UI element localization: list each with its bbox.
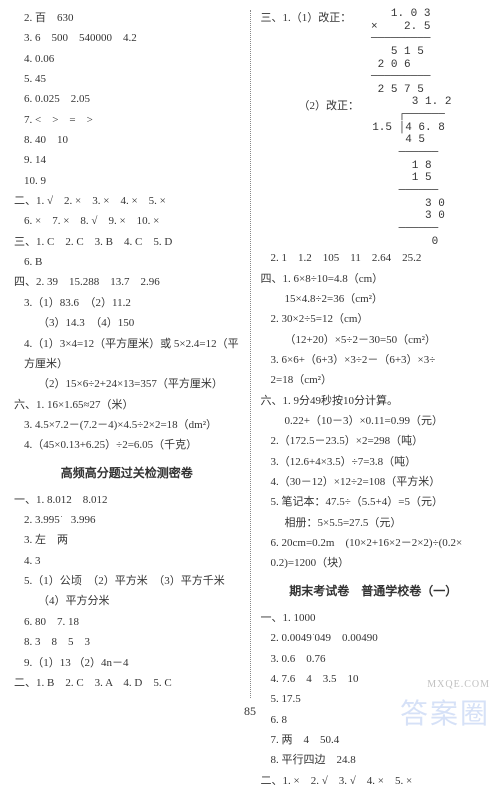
calc-row-2: （2）改正： 3 1. 2 ┌────── 1.5 │4 6. 8 4 5 ──…	[261, 96, 487, 248]
line: 一、1. 8.01͘2 8.012	[14, 490, 240, 510]
line: 四、1. 6×8÷10=4.8（cm）	[261, 269, 487, 289]
line: （2）15×6÷2+24×13=357（平方厘米）	[14, 374, 240, 394]
line: 2. 1 1.2 105 11 2.64 25.2	[261, 248, 487, 268]
line: 4. 0.06	[14, 49, 240, 69]
watermark-url: MXQE.COM	[427, 679, 490, 690]
section-title: 期末考试卷 普通学校卷（一）	[261, 580, 487, 602]
line: 5. 笔记本：47.5÷（5.5+4）=5（元）	[261, 492, 487, 512]
line: 二、1. √ 2. × 3. × 4. × 5. ×	[14, 191, 240, 211]
line: 7. < > = >	[14, 110, 240, 130]
line: 3. 6×6+（6+3）×3÷2－（6+3）×3÷	[261, 350, 487, 370]
line: 4.（1）3×4=12（平方厘米）或 5×2.4=12（平	[14, 334, 240, 354]
line: （12+20）×5÷2－30=50（cm²）	[261, 330, 487, 350]
line: 六、1. 9分49秒按10分计算。	[261, 391, 487, 411]
section-title: 高频高分题过关检测密卷	[14, 462, 240, 484]
line: 6. × 7. × 8. √ 9. × 10. ×	[14, 211, 240, 231]
line: 2.（172.5－23.5）×2=298（吨）	[261, 431, 487, 451]
line: 15×4.8÷2=36（cm²）	[261, 289, 487, 309]
line: 三、1. C 2. C 3. B 4. C 5. D	[14, 232, 240, 252]
line: 3.（12.6+4×3.5）÷7=3.8（吨）	[261, 452, 487, 472]
line: 六、1. 16×1.65≈27（米）	[14, 395, 240, 415]
line: 9. 14	[14, 150, 240, 170]
division-work: 3 1. 2 ┌────── 1.5 │4 6. 8 4 5 ────── 1 …	[359, 96, 451, 248]
left-column: 2. 百 630 3. 6 500 540000 4.2 4. 0.06 5. …	[14, 8, 250, 700]
line: （4）平方分米	[14, 591, 240, 611]
watermark-brand: 答案圈	[400, 692, 490, 732]
line: 10. 9	[14, 171, 240, 191]
line: 6. 20cm=0.2m (10×2+16×2－2×2)÷(0.2×	[261, 533, 487, 553]
line: 9.（1）13 （2）4n－4	[14, 653, 240, 673]
line: 8. 平行四边 24.8	[261, 750, 487, 770]
line: 6. 0.025 2.05	[14, 89, 240, 109]
line: 2=18（cm²）	[261, 370, 487, 390]
right-column: 三、1.（1）改正： 1. 0 3 × 2. 5 ───────── 5 1 5…	[251, 8, 487, 700]
line: 5.（1）公顷 （2）平方米 （3）平方千米	[14, 571, 240, 591]
line: 方厘米）	[14, 354, 240, 374]
line: 6. 80 7. 18	[14, 612, 240, 632]
line: 4. 3	[14, 551, 240, 571]
line: 5. 45	[14, 69, 240, 89]
line: 8. 3 8 5 3	[14, 632, 240, 652]
line: 0.2)=1200（块）	[261, 553, 487, 573]
line: 4.（30－12）×12÷2=108（平方米）	[261, 472, 487, 492]
line: 二、1. B 2. C 3. A 4. D 5. C	[14, 673, 240, 693]
line: 3. 0.6 0.76	[261, 649, 487, 669]
line: 2. 0.004͘9͘ 049 0.00490	[261, 628, 487, 648]
line: 3.（1）83.6 （2）11.2	[14, 293, 240, 313]
line: （3）14.3 （4）150	[14, 313, 240, 333]
line: 相册：5×5.5=27.5（元）	[261, 513, 487, 533]
line: 7. 两 4 50.4	[261, 730, 487, 750]
line: 0.22+（10－3）×0.11=0.99（元）	[261, 411, 487, 431]
line: 3. 4.5×7.2－(7.2－4)×4.5÷2×2=18（dm²）	[14, 415, 240, 435]
calc-row-1: 三、1.（1）改正： 1. 0 3 × 2. 5 ───────── 5 1 5…	[261, 8, 487, 96]
page-container: 2. 百 630 3. 6 500 540000 4.2 4. 0.06 5. …	[0, 0, 500, 700]
line: 8. 40 10	[14, 130, 240, 150]
line: 3. 左 两	[14, 530, 240, 550]
line: 二、1. × 2. √ 3. √ 4. × 5. ×	[261, 771, 487, 791]
line: 2. 30×2÷5=12（cm）	[261, 309, 487, 329]
line: 3. 6 500 540000 4.2	[14, 28, 240, 48]
line: （2）改正：	[299, 96, 360, 116]
line: 2. 百 630	[14, 8, 240, 28]
line: 2. 3.9͘95͘ 3.996	[14, 510, 240, 530]
line: 一、1. 1000	[261, 608, 487, 628]
line: 4.（45×0.13+6.25）÷2=6.05（千克）	[14, 435, 240, 455]
line: 四、2. 39 15.288 13.7 2.96	[14, 272, 240, 292]
line: 三、1.（1）改正：	[261, 8, 352, 28]
multiplication-work: 1. 0 3 × 2. 5 ───────── 5 1 5 2 0 6 ────…	[351, 8, 430, 96]
line: 6. B	[14, 252, 240, 272]
